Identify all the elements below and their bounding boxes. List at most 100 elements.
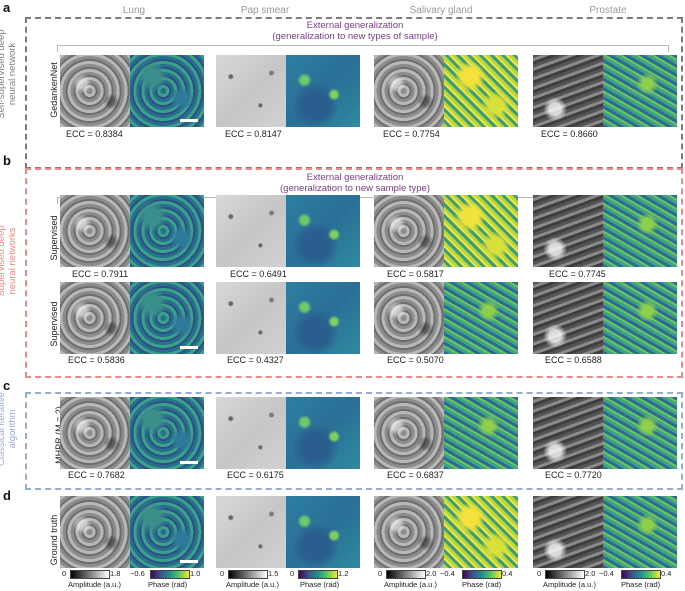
image-pap-phase (286, 496, 360, 568)
image-pap-phase (286, 282, 360, 354)
image-lung-amplitude (60, 282, 134, 354)
scale-bar (180, 346, 198, 349)
ecc-value: ECC = 0.5070 (387, 355, 444, 365)
ecc-value: ECC = 0.6491 (230, 269, 287, 279)
amplitude-colorbar (70, 570, 110, 579)
external-generalization-caption-a: External generalization (generalization … (272, 20, 438, 42)
scale-bar (180, 560, 198, 563)
colorbar-max: 1.5 (268, 569, 279, 578)
amplitude-label: Amplitude (a.u.) (384, 580, 437, 589)
image-prostate-phase (603, 55, 677, 127)
colorbar-max: 2.0 (585, 569, 596, 578)
image-pap-amplitude (216, 195, 290, 267)
ecc-value: ECC = 0.7911 (72, 269, 129, 279)
image-salivary-amplitude (374, 282, 448, 354)
phase-label: Phase (rad) (462, 580, 502, 589)
image-prostate-amplitude (533, 496, 607, 568)
column-header-salivary-gland: Salivary gland (409, 5, 473, 16)
image-salivary-amplitude (374, 195, 448, 267)
image-pap-phase (286, 195, 360, 267)
ecc-value: ECC = 0.5836 (68, 355, 125, 365)
colorbar-max: 2.0 (426, 569, 437, 578)
colorbar-min: 0 (378, 569, 383, 578)
phase-label: Phase (rad) (300, 580, 340, 589)
external-generalization-caption-b: External generalization (generalization … (280, 172, 430, 194)
image-prostate-amplitude (533, 397, 607, 469)
amplitude-colorbar (228, 570, 268, 579)
image-pap-phase (286, 397, 360, 469)
colorbar-min: 0 (62, 569, 67, 578)
image-salivary-phase (444, 55, 518, 127)
side-label-supervised: Supervised deep neural networks (0, 225, 18, 297)
amplitude-label: Amplitude (a.u.) (543, 580, 596, 589)
generalization-bracket-a (57, 45, 669, 52)
colorbar-max: 1.8 (110, 569, 121, 578)
group-box-classical (25, 392, 683, 490)
phase-colorbar (150, 570, 190, 579)
image-pap-amplitude (216, 397, 290, 469)
image-lung-amplitude (60, 496, 134, 568)
image-lung-phase (130, 282, 204, 354)
ecc-value: ECC = 0.5817 (387, 269, 444, 279)
ecc-value: ECC = 0.4327 (227, 355, 284, 365)
colorbar-max: 1.2 (338, 569, 349, 578)
image-prostate-phase (603, 496, 677, 568)
colorbar-min: 0 (290, 569, 295, 578)
image-pap-amplitude (216, 55, 290, 127)
image-prostate-amplitude (533, 282, 607, 354)
scale-bar (180, 461, 198, 464)
ecc-value: ECC = 0.7720 (545, 470, 602, 480)
panel-label-b: b (3, 153, 11, 168)
phase-colorbar (298, 570, 338, 579)
ecc-value: ECC = 0.6837 (387, 470, 444, 480)
image-lung-amplitude (60, 195, 134, 267)
colorbar-max: 0.4 (661, 569, 672, 578)
image-lung-phase (130, 195, 204, 267)
group-box-supervised (25, 168, 683, 378)
amplitude-label: Amplitude (a.u.) (68, 580, 121, 589)
image-lung-phase (130, 397, 204, 469)
ecc-value: ECC = 0.8384 (66, 129, 123, 139)
ecc-value: ECC = 0.7682 (68, 470, 125, 480)
colorbar-max: 1.0 (190, 569, 201, 578)
amplitude-colorbar (545, 570, 585, 579)
image-lung-amplitude (60, 397, 134, 469)
column-header-pap-smear: Pap smear (240, 5, 290, 16)
panel-label-d: d (3, 488, 11, 503)
amplitude-colorbar (386, 570, 426, 579)
side-label-classical: Classical iterative algorithm (0, 392, 18, 466)
phase-label: Phase (rad) (621, 580, 661, 589)
colorbar-max: 0.4 (502, 569, 513, 578)
ecc-value: ECC = 0.6588 (545, 355, 602, 365)
image-lung-amplitude (60, 55, 134, 127)
phase-colorbar (621, 570, 661, 579)
ecc-value: ECC = 0.8147 (225, 129, 282, 139)
image-salivary-phase (444, 195, 518, 267)
image-prostate-phase (603, 282, 677, 354)
ecc-value: ECC = 0.7745 (549, 269, 606, 279)
image-salivary-amplitude (374, 55, 448, 127)
scale-bar (180, 119, 198, 122)
image-pap-amplitude (216, 496, 290, 568)
column-header-lung: Lung (122, 5, 146, 16)
ecc-value: ECC = 0.8660 (541, 129, 598, 139)
image-pap-phase (286, 55, 360, 127)
image-salivary-phase (444, 282, 518, 354)
phase-label: Phase (rad) (148, 580, 188, 589)
image-prostate-phase (603, 195, 677, 267)
colorbar-min: −0.4 (599, 569, 614, 578)
panel-label-a: a (3, 0, 11, 15)
image-lung-phase (130, 496, 204, 568)
image-salivary-amplitude (374, 496, 448, 568)
colorbar-min: 0 (220, 569, 225, 578)
image-prostate-amplitude (533, 55, 607, 127)
image-salivary-phase (444, 397, 518, 469)
colorbar-min: −0.4 (440, 569, 455, 578)
panel-label-c: c (3, 378, 11, 393)
colorbar-min: −0.6 (130, 569, 145, 578)
image-prostate-amplitude (533, 195, 607, 267)
amplitude-label: Amplitude (a.u.) (226, 580, 279, 589)
image-lung-phase (130, 55, 204, 127)
colorbar-min: 0 (537, 569, 542, 578)
image-pap-amplitude (216, 282, 290, 354)
